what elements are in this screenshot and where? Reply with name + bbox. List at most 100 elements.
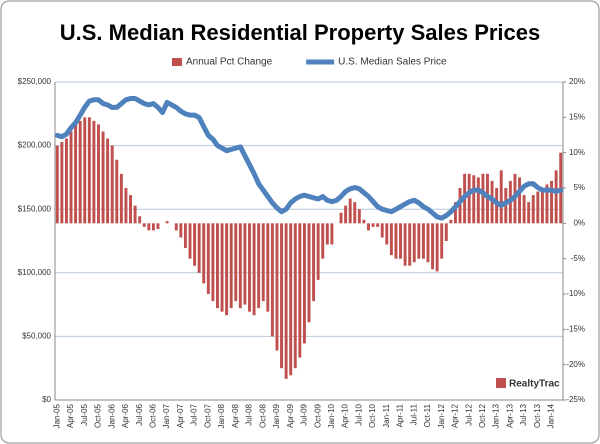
- bar: [69, 131, 73, 224]
- x-tick-label: Apr-09: [286, 403, 295, 428]
- bar: [97, 124, 100, 224]
- x-tick-label: Jan-14: [547, 403, 556, 428]
- x-tick-label: Jul-06: [135, 403, 144, 425]
- bar: [394, 223, 398, 259]
- y2-tick-label: 10%: [569, 148, 585, 157]
- bar: [55, 145, 59, 224]
- bar: [444, 223, 448, 241]
- bar: [325, 223, 329, 245]
- y-tick-label: $200,000: [18, 141, 52, 150]
- bar: [481, 173, 485, 224]
- bar: [284, 223, 288, 379]
- y2-tick-label: -20%: [566, 360, 585, 369]
- bar: [293, 223, 297, 369]
- bar: [110, 145, 114, 224]
- bar: [399, 223, 402, 259]
- bar: [165, 221, 169, 224]
- bar: [74, 124, 78, 224]
- bar: [531, 195, 535, 224]
- bar: [83, 117, 87, 224]
- bar: [339, 212, 343, 224]
- bar: [179, 223, 183, 238]
- bar: [518, 177, 521, 224]
- bar: [183, 223, 187, 249]
- x-tick-label: Apr-06: [121, 403, 130, 428]
- line: [54, 96, 564, 221]
- y2-tick-label: 20%: [569, 77, 585, 86]
- bar: [87, 117, 91, 224]
- bar: [362, 219, 366, 224]
- bar: [357, 209, 361, 224]
- bar: [536, 191, 540, 224]
- bar: [499, 170, 503, 224]
- x-tick-label: Jan-13: [492, 403, 501, 428]
- x-tick-label: Jan-12: [437, 403, 446, 428]
- x-tick-label: Jul-11: [409, 403, 418, 425]
- y-tick-label: $50,000: [22, 332, 51, 341]
- legend-swatch: [172, 58, 182, 66]
- bar: [321, 223, 325, 259]
- bar: [550, 180, 554, 224]
- x-tick-label: Jul-07: [190, 403, 199, 425]
- x-tick-label: Jan-07: [162, 403, 171, 428]
- y2-tick-label: -25%: [566, 395, 585, 404]
- bar: [234, 223, 238, 302]
- bar: [197, 223, 201, 273]
- bar: [417, 223, 421, 259]
- x-tick-label: Apr-07: [176, 403, 185, 428]
- chart-title: U.S. Median Residential Property Sales P…: [60, 20, 541, 45]
- bar: [408, 223, 412, 266]
- bar: [431, 223, 435, 270]
- x-tick-label: Oct-11: [423, 403, 432, 427]
- y2-tick-label: -15%: [566, 324, 585, 333]
- bar: [138, 216, 142, 224]
- x-tick-label: Jul-09: [300, 403, 309, 425]
- legend-label: Annual Pct Change: [186, 57, 273, 68]
- x-tick-label: Apr-08: [231, 403, 240, 428]
- x-tick-label: Jan-05: [52, 403, 61, 428]
- bar: [421, 223, 425, 259]
- bar: [275, 223, 279, 351]
- logo-icon: [496, 378, 506, 388]
- bar: [193, 223, 197, 266]
- y-tick-label: $150,000: [18, 204, 52, 213]
- bar: [266, 223, 270, 312]
- y2-tick-label: 15%: [569, 112, 585, 121]
- bar: [64, 138, 68, 224]
- bar: [101, 131, 105, 224]
- bar: [348, 198, 352, 224]
- x-tick-label: Jan-10: [327, 403, 336, 428]
- x-tick-label: Jan-11: [382, 403, 391, 427]
- bar: [156, 223, 160, 229]
- bar: [280, 223, 284, 369]
- y-tick-label: $0: [42, 395, 51, 404]
- x-tick-label: Oct-12: [478, 403, 487, 428]
- x-tick-label: Oct-09: [313, 403, 322, 428]
- bar: [453, 202, 457, 224]
- bar: [115, 159, 119, 224]
- bar: [92, 120, 96, 224]
- bar: [380, 223, 384, 238]
- x-tick-label: Jan-09: [272, 403, 281, 428]
- y2-tick-label: -5%: [571, 254, 585, 263]
- bar: [78, 120, 82, 224]
- bar: [522, 195, 526, 224]
- bar: [403, 223, 407, 266]
- y2-tick-label: 5%: [573, 183, 585, 192]
- bar: [129, 195, 132, 224]
- bar: [151, 223, 155, 231]
- bar: [119, 173, 123, 224]
- bar: [225, 223, 229, 316]
- x-tick-label: Oct-07: [203, 403, 212, 428]
- bar: [330, 223, 334, 245]
- y-tick-label: $100,000: [18, 268, 52, 277]
- y2-tick-label: 0%: [573, 218, 585, 227]
- bar: [238, 223, 242, 309]
- bar: [527, 202, 531, 224]
- x-tick-label: Jul-05: [80, 403, 89, 425]
- x-tick-label: Jul-12: [464, 403, 473, 425]
- x-tick-label: Jul-10: [354, 403, 363, 425]
- y2-tick-label: -10%: [566, 289, 585, 298]
- x-tick-label: Apr-12: [451, 403, 460, 428]
- x-tick-label: Jan-08: [217, 403, 226, 428]
